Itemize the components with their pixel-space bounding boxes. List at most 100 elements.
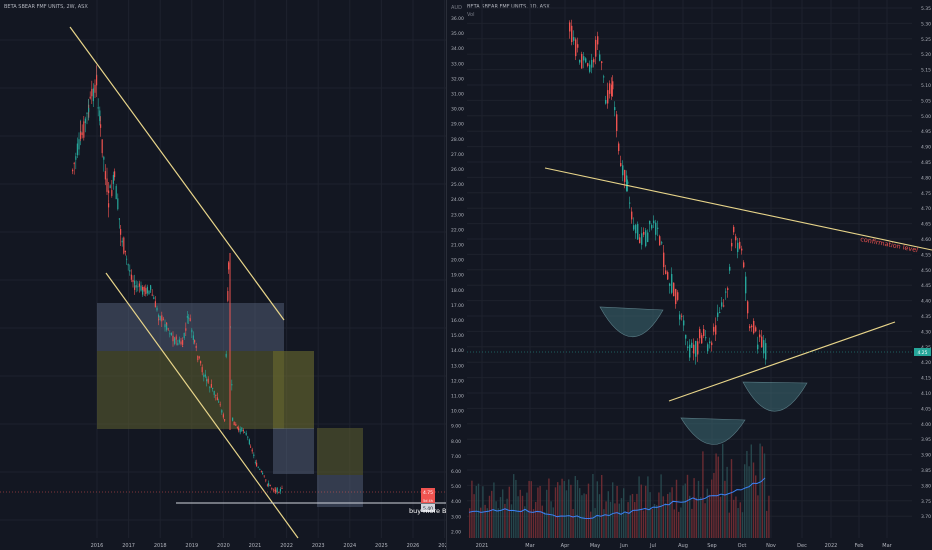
right-volume-bar (521, 495, 524, 538)
right-candle (743, 262, 745, 268)
right-candle (737, 242, 739, 253)
left-candle (135, 284, 137, 288)
left-candle (188, 317, 190, 319)
left-candle (175, 336, 177, 340)
right-y-tick: 4.35 (921, 314, 931, 320)
left-zone-middle-ext (273, 351, 314, 429)
left-candle (117, 198, 119, 210)
right-candle (637, 223, 639, 240)
right-volume-tick: 25.00 (451, 182, 464, 188)
right-candle (741, 248, 743, 251)
right-volume-bar (620, 498, 623, 538)
right-x-tick: Jul (649, 543, 656, 549)
right-candle (697, 341, 699, 355)
right-volume-tick: 9.00 (451, 424, 461, 430)
left-candle (154, 301, 156, 308)
right-volume-bar (761, 446, 763, 538)
right-y-tick: 4.80 (921, 175, 931, 181)
left-candle (167, 328, 169, 330)
right-candle (605, 99, 607, 104)
right-volume-bar (528, 480, 530, 538)
right-volume-bar (488, 495, 491, 538)
left-candle (137, 286, 139, 288)
right-candle (735, 236, 737, 241)
left-upper-trendline (69, 26, 285, 321)
left-chart-svg[interactable]: 2016 2017 2018 2019 2020 2021 2022 2023 2024 2025… (0, 0, 446, 550)
right-candle (669, 283, 671, 286)
right-candle (624, 169, 626, 182)
left-candle (115, 186, 117, 200)
left-candle (271, 487, 273, 489)
right-volume-bar (748, 466, 750, 538)
right-x-tick: 2022 (825, 543, 838, 549)
right-y-tick: 3.75 (921, 499, 931, 505)
left-candle (263, 475, 265, 477)
right-candle (739, 241, 741, 249)
left-candle (142, 287, 144, 291)
right-volume-bar (713, 472, 715, 538)
right-y-tick: 4.85 (921, 160, 931, 166)
left-candle (118, 218, 120, 220)
right-candle (575, 39, 577, 57)
left-candle (91, 88, 93, 97)
pane-divider[interactable] (446, 0, 447, 550)
left-chart-pane[interactable]: BETA SBEAR FMF UNITS, 2W, ASX 2016 2017 20… (0, 0, 446, 550)
left-lower-trendline (105, 272, 299, 539)
right-candle (643, 231, 645, 235)
right-volume-bar (733, 499, 735, 538)
left-candle (236, 426, 238, 428)
left-x-tick: 2018 (154, 543, 167, 549)
left-candle (256, 462, 258, 467)
left-candle (151, 294, 153, 296)
left-candle (73, 162, 75, 165)
right-volume-bar (590, 511, 592, 538)
right-chart-pane[interactable]: BETA SBEAR FMF UNITS, 1D, ASX Vol AUD 20… (447, 0, 932, 550)
left-candle (247, 436, 249, 438)
left-candle (198, 356, 200, 358)
right-volume-bar (728, 512, 730, 538)
right-volume-bar (684, 483, 686, 538)
right-candle (589, 64, 591, 72)
right-candle (635, 224, 637, 234)
left-candle (114, 171, 116, 178)
right-volume-bar (682, 485, 684, 538)
right-volume-bar (691, 508, 693, 538)
left-candle (132, 279, 134, 283)
left-candle (76, 143, 78, 156)
right-volume-bar (708, 494, 711, 538)
left-candle (241, 427, 243, 432)
left-countdown-bg (421, 497, 435, 503)
left-x-tick: 2022 (280, 543, 293, 549)
right-volume-tick: 10.00 (451, 409, 464, 415)
right-volume-tick: 15.00 (451, 333, 464, 339)
right-volume-bar (678, 511, 680, 538)
left-candle (101, 139, 103, 154)
right-candle (618, 143, 620, 152)
left-candle (207, 378, 209, 383)
left-candle (206, 379, 208, 382)
right-volume-bar (651, 508, 653, 538)
right-volume-bar (495, 501, 497, 538)
left-candle (123, 237, 125, 254)
left-candle (192, 335, 194, 340)
left-candle (279, 488, 281, 492)
right-candle (689, 344, 691, 358)
right-volume-bar (737, 508, 739, 538)
left-candle (100, 124, 102, 128)
left-candle (212, 387, 214, 389)
right-chart-svg[interactable]: 2021 Mar Apr May Jun Jul Aug Sep Oct Nov Dec 2022 Fe… (447, 0, 932, 550)
left-candle (221, 410, 223, 413)
left-candle (99, 110, 101, 122)
right-volume-bar (638, 476, 640, 538)
right-volume-bar (585, 494, 587, 538)
left-candle (126, 258, 128, 260)
left-candle (89, 96, 91, 99)
right-volume-bar (671, 487, 673, 538)
left-candle (227, 291, 229, 301)
right-volume-bar (704, 503, 706, 538)
left-candle (174, 338, 176, 344)
right-volume-bar (700, 497, 702, 538)
left-candle (248, 439, 250, 445)
right-candle (597, 36, 599, 45)
right-candle (641, 233, 643, 245)
